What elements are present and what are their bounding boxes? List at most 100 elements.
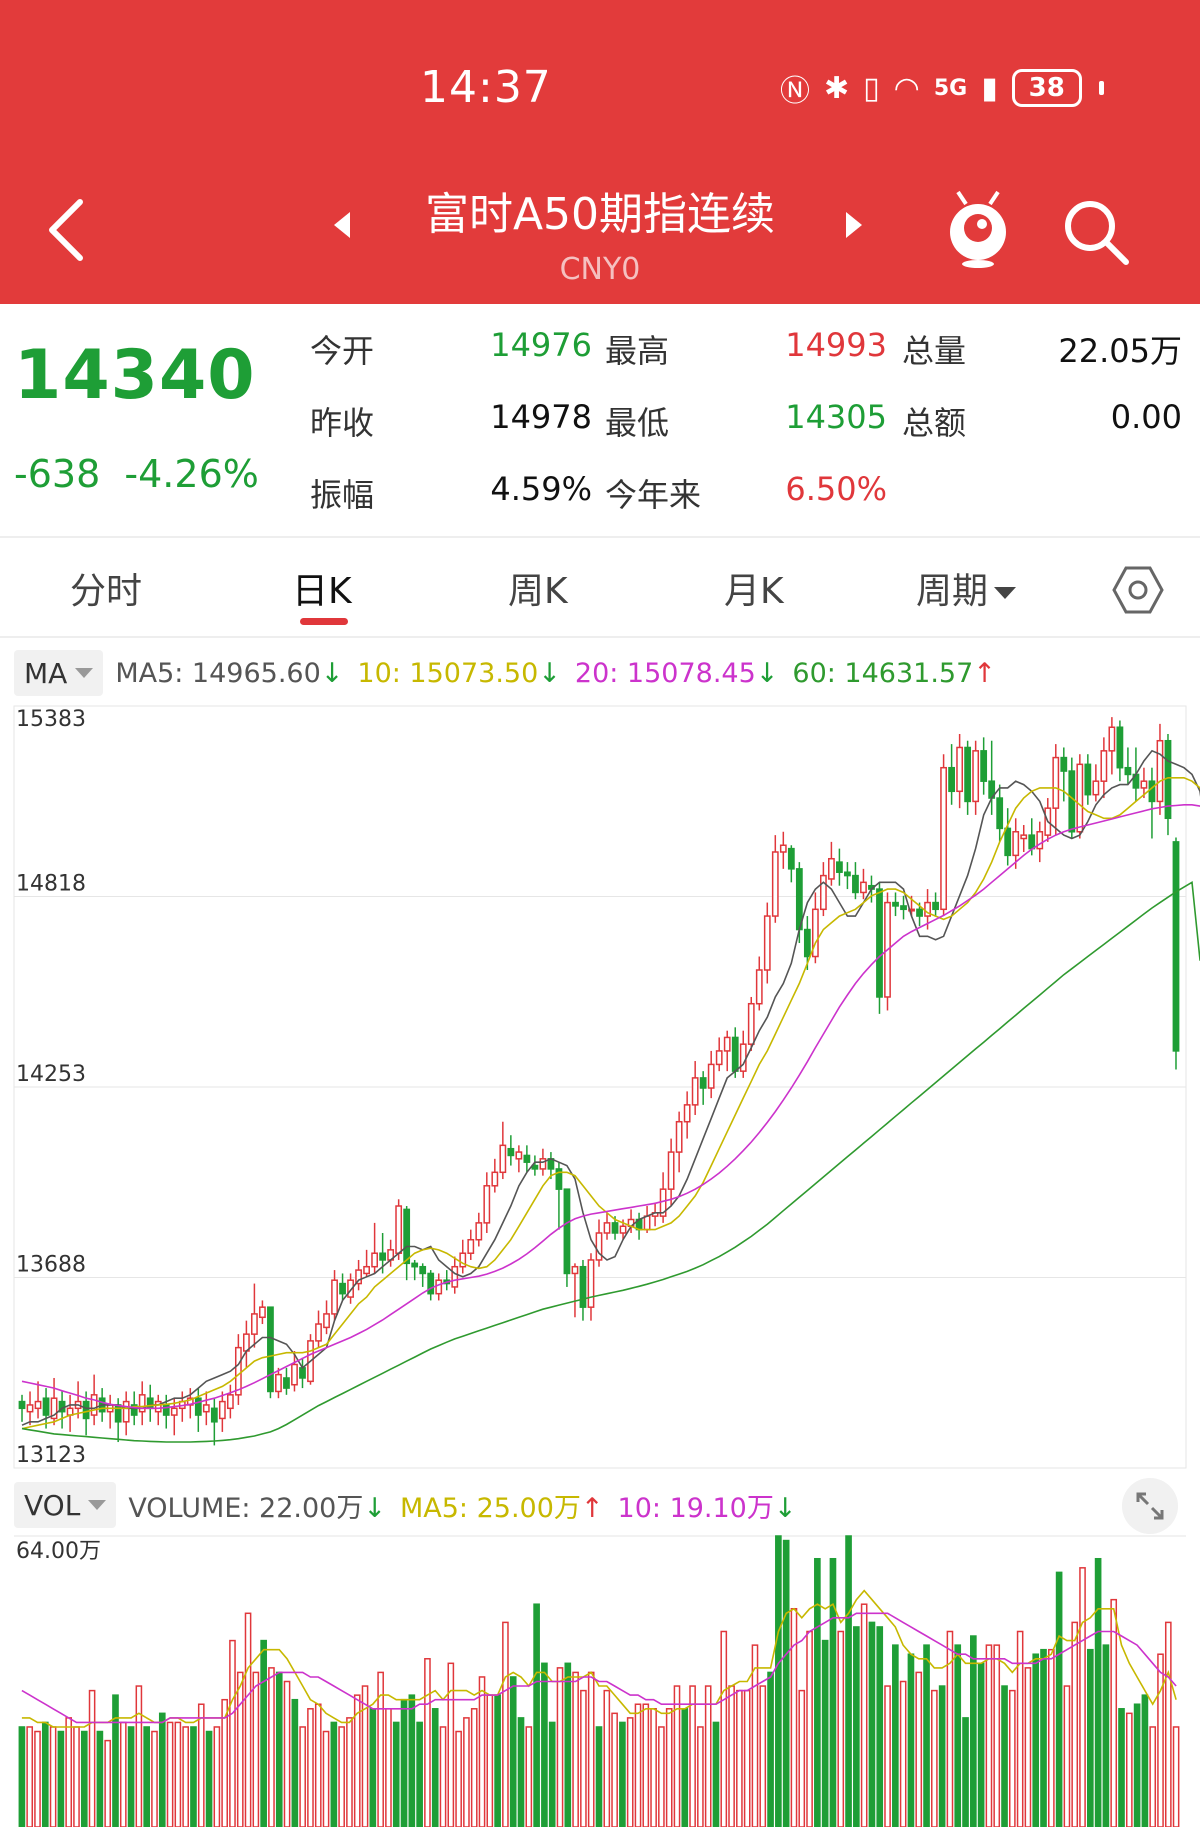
arrow-up-icon: ↑ <box>973 657 996 689</box>
volume-bar <box>190 1726 197 1827</box>
candle <box>483 1172 491 1233</box>
battery-tip <box>1098 81 1104 95</box>
tab-intraday[interactable]: 分时 <box>70 571 143 612</box>
vol-ma5-text: MA5: 25.00万 <box>399 1492 581 1524</box>
assistant-robot-icon[interactable] <box>940 186 1016 270</box>
y-tick-label: 64.00万 <box>16 1539 101 1564</box>
expand-icon[interactable] <box>1122 1478 1178 1534</box>
volume-bar <box>377 1671 384 1827</box>
candle <box>194 1388 202 1432</box>
label-amount: 总额 <box>902 404 967 442</box>
volume-bar <box>759 1685 767 1827</box>
back-arrow-icon[interactable] <box>38 190 98 270</box>
candle-body <box>26 1404 34 1413</box>
volume-bar <box>821 1639 829 1827</box>
volume-bar <box>845 1535 852 1827</box>
volume-bar <box>650 1708 657 1827</box>
volume-bar <box>338 1726 345 1827</box>
volume-bar <box>1102 1644 1110 1827</box>
status-time: 14:37 <box>420 62 552 113</box>
candle-body <box>355 1269 362 1285</box>
candle-body <box>539 1158 547 1170</box>
candle-body <box>811 908 819 958</box>
volume-bar <box>993 1644 1001 1827</box>
candle-body <box>996 797 1004 830</box>
candle <box>1036 821 1044 863</box>
candle-body <box>803 928 811 958</box>
volume-bar <box>564 1662 572 1827</box>
candle <box>499 1121 507 1180</box>
candle <box>579 1259 587 1321</box>
candle-body <box>1012 831 1020 857</box>
candle <box>315 1310 322 1348</box>
tab-daily-k[interactable]: 日K <box>292 571 352 612</box>
volume-bar <box>104 1739 112 1827</box>
candle-body <box>523 1154 531 1163</box>
candle <box>26 1391 34 1426</box>
candle-body <box>475 1222 483 1241</box>
volume-bar <box>962 1717 969 1827</box>
volume-bar <box>751 1644 759 1827</box>
volume-bar <box>1009 1689 1016 1827</box>
vol-indicator-dropdown[interactable]: VOL <box>14 1482 117 1528</box>
volume-bar <box>619 1721 626 1827</box>
volume-bar <box>548 1721 556 1827</box>
label-open: 今开 <box>310 332 375 370</box>
prev-instrument-icon[interactable] <box>330 210 354 240</box>
candle <box>267 1306 274 1399</box>
tab-monthly-k[interactable]: 月K <box>724 571 784 612</box>
candle <box>42 1388 50 1429</box>
volume-bar <box>322 1730 330 1827</box>
candle-body <box>226 1394 234 1410</box>
volume-bar <box>798 1689 806 1827</box>
ma20-text: 20: 15078.45 <box>574 657 756 689</box>
candlestick-chart[interactable]: 15383 14818 14253 13688 13123 <box>0 696 1200 1478</box>
candle <box>234 1334 242 1405</box>
arrow-down-icon: ↓ <box>538 657 561 689</box>
ma10-text: 10: 15073.50 <box>357 657 539 689</box>
volume-bar <box>57 1730 65 1827</box>
candle <box>331 1270 338 1321</box>
volume-bar <box>424 1658 431 1827</box>
candle <box>355 1259 362 1291</box>
search-icon[interactable] <box>1060 196 1132 268</box>
candle-body <box>892 901 899 907</box>
candle <box>1156 723 1164 815</box>
volume-bar <box>915 1671 923 1827</box>
candle <box>707 1050 715 1099</box>
candle <box>66 1394 74 1432</box>
volume-bar <box>314 1703 322 1827</box>
volume-bar <box>1086 1648 1094 1827</box>
candle <box>860 868 867 900</box>
volume-chart[interactable]: 64.00万 <box>0 1530 1200 1827</box>
candle <box>202 1391 210 1426</box>
candle-body <box>771 851 779 917</box>
candle-body <box>603 1222 611 1234</box>
candle-body <box>1116 726 1124 769</box>
signal-icon: ▮ <box>981 70 998 106</box>
value-amplitude: 4.59% <box>490 470 592 508</box>
volume-text: VOLUME: 22.00万 <box>128 1492 364 1524</box>
candle-body <box>34 1400 42 1410</box>
ma-indicator-dropdown[interactable]: MA <box>14 650 104 696</box>
ma60-text: 60: 14631.57 <box>792 657 974 689</box>
chevron-down-icon <box>994 587 1017 599</box>
candle <box>451 1256 459 1294</box>
candle-body <box>707 1063 715 1089</box>
candle <box>932 892 939 917</box>
settings-icon[interactable] <box>1112 564 1164 616</box>
instrument-code: CNY0 <box>559 252 641 287</box>
candle-body <box>403 1208 411 1265</box>
candle <box>723 1030 731 1072</box>
candle <box>34 1381 42 1419</box>
candle <box>1108 717 1116 775</box>
candle <box>1100 737 1108 799</box>
candle-body <box>579 1265 587 1308</box>
candle <box>435 1273 443 1301</box>
volume-bar <box>541 1662 548 1827</box>
tab-period-dropdown[interactable]: 周期 <box>916 562 1017 614</box>
volume-bar <box>166 1721 174 1827</box>
candle <box>996 784 1004 842</box>
next-instrument-icon[interactable] <box>842 210 866 240</box>
tab-weekly-k[interactable]: 周K <box>508 571 568 612</box>
